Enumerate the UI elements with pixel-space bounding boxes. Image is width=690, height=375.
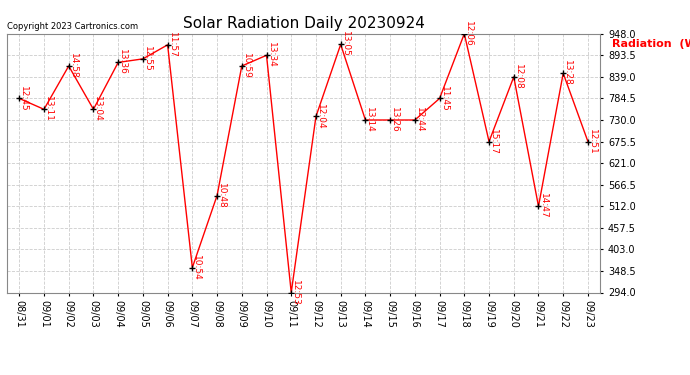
Text: 13:36: 13:36 (118, 50, 127, 75)
Text: 12:45: 12:45 (19, 86, 28, 111)
Text: 11:57: 11:57 (168, 32, 177, 58)
Text: 13:28: 13:28 (563, 60, 572, 86)
Text: 13:34: 13:34 (266, 42, 275, 68)
Text: Copyright 2023 Cartronics.com: Copyright 2023 Cartronics.com (7, 22, 138, 31)
Text: 13:11: 13:11 (44, 96, 53, 122)
Text: 12:51: 12:51 (588, 129, 597, 154)
Text: 13:14: 13:14 (366, 107, 375, 133)
Text: 10:59: 10:59 (241, 53, 250, 79)
Text: 15:17: 15:17 (489, 129, 498, 154)
Text: 10:48: 10:48 (217, 183, 226, 209)
Text: 12:44: 12:44 (415, 107, 424, 133)
Text: 14:47: 14:47 (538, 194, 547, 219)
Text: 11:45: 11:45 (440, 86, 449, 111)
Text: 10:54: 10:54 (193, 255, 201, 280)
Text: 13:05: 13:05 (341, 32, 350, 57)
Text: 12:08: 12:08 (514, 64, 523, 90)
Title: Solar Radiation Daily 20230924: Solar Radiation Daily 20230924 (183, 16, 424, 31)
Text: 12:06: 12:06 (464, 21, 473, 46)
Text: 12:53: 12:53 (291, 280, 300, 305)
Text: 12:55: 12:55 (143, 46, 152, 72)
Text: 14:58: 14:58 (69, 53, 78, 79)
Text: Radiation  (W/m2): Radiation (W/m2) (612, 39, 690, 49)
Text: 13:26: 13:26 (390, 107, 399, 133)
Text: 13:04: 13:04 (93, 96, 102, 122)
Text: 12:04: 12:04 (316, 104, 325, 129)
